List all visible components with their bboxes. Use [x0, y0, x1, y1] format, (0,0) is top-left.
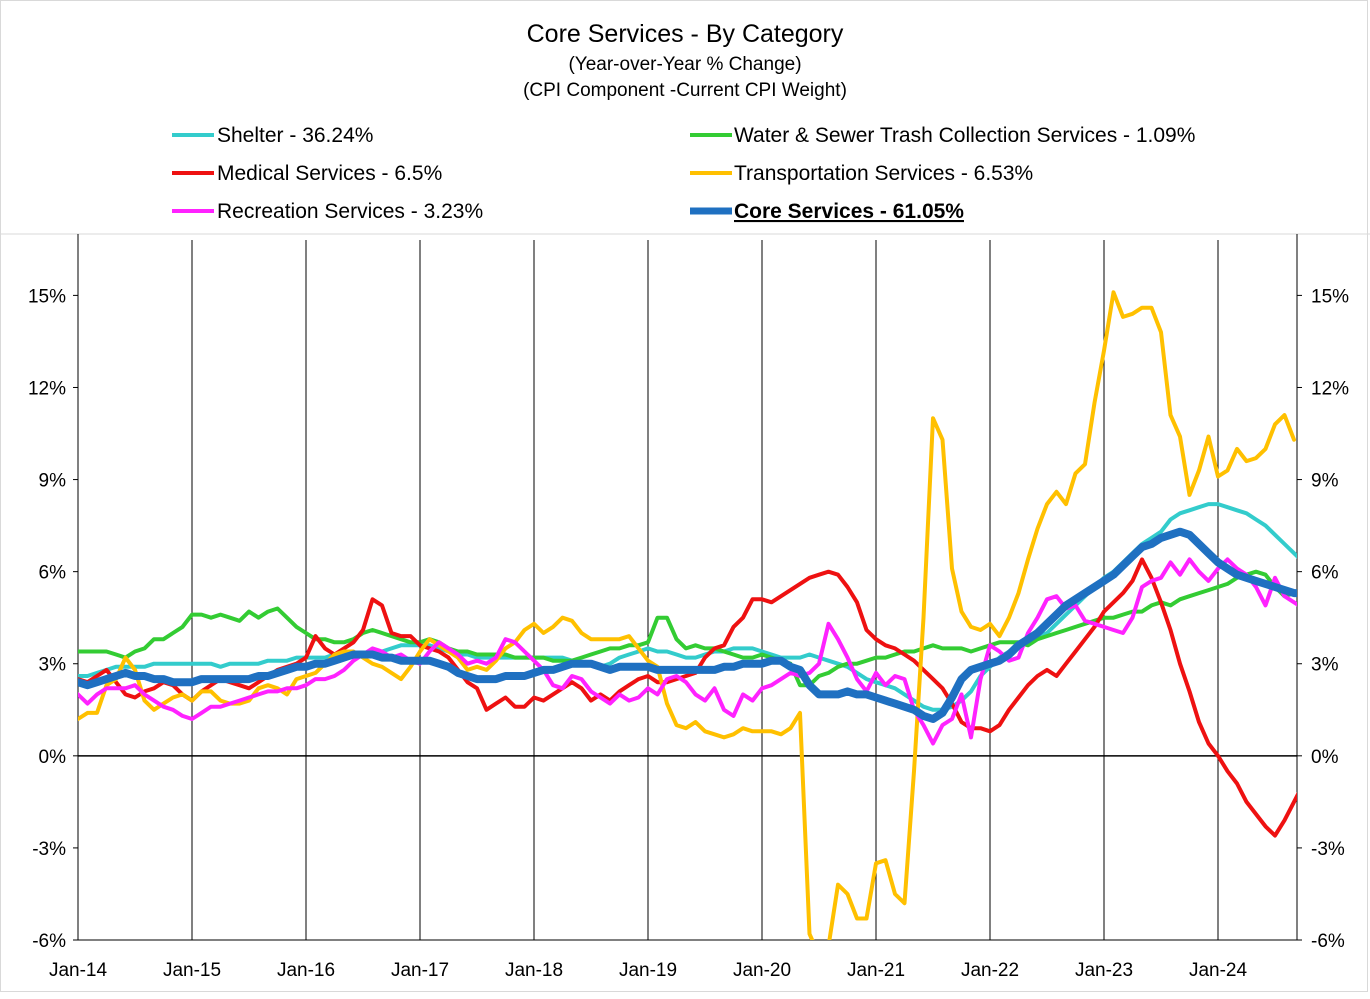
y-tick-label-left: 0%	[39, 747, 67, 768]
x-tick-label: Jan-19	[619, 960, 677, 981]
x-tick-label: Jan-18	[505, 960, 563, 981]
legend-item-medical: Medical Services - 6.5%	[172, 162, 442, 185]
y-tick-label-right: 3%	[1311, 655, 1339, 676]
legend-item-shelter: Shelter - 36.24%	[172, 124, 373, 147]
legend-label-shelter: Shelter - 36.24%	[217, 124, 373, 147]
legend-label-medical: Medical Services - 6.5%	[217, 162, 442, 185]
y-tick-label-right: -6%	[1311, 931, 1345, 952]
legend-item-transportation: Transportation Services - 6.53%	[690, 162, 1033, 185]
series-layer	[78, 290, 1297, 940]
legend-label-water-sewer: Water & Sewer Trash Collection Services …	[734, 124, 1195, 147]
y-tick-label-right: 0%	[1311, 747, 1339, 768]
chart-subtitle-2: (CPI Component -Current CPI Weight)	[523, 80, 847, 101]
legend-label-recreation: Recreation Services - 3.23%	[217, 200, 483, 223]
legend-item-water-sewer: Water & Sewer Trash Collection Services …	[690, 124, 1195, 147]
x-tick-label: Jan-22	[961, 960, 1019, 981]
y-tick-label-right: 12%	[1311, 378, 1349, 399]
chart-title: Core Services - By Category	[527, 20, 844, 48]
x-tick-label: Jan-16	[277, 960, 335, 981]
y-tick-label-left: 6%	[39, 563, 67, 584]
x-tick-label: Jan-21	[847, 960, 905, 981]
legend-item-recreation: Recreation Services - 3.23%	[172, 200, 483, 223]
legend-item-core-services: Core Services - 61.05%	[690, 200, 964, 223]
y-tick-label-right: 6%	[1311, 563, 1339, 584]
x-tick-label: Jan-23	[1075, 960, 1133, 981]
legend-label-core-services: Core Services - 61.05%	[734, 200, 964, 223]
legend: Shelter - 36.24% Medical Services - 6.5%…	[172, 124, 1195, 223]
x-tick-label: Jan-20	[733, 960, 791, 981]
y-tick-label-left: 12%	[28, 378, 66, 399]
y-tick-label-left: 3%	[39, 655, 67, 676]
x-tick-label: Jan-17	[391, 960, 449, 981]
series-line-5	[78, 527, 1297, 723]
y-ticks-left: -6% -3% 0% 3% 6% 9% 12% 15%	[28, 286, 78, 952]
y-tick-label-left: -6%	[32, 931, 66, 952]
series-line-1	[78, 569, 1297, 688]
y-tick-label-left: 9%	[39, 471, 67, 492]
y-tick-label-left: -3%	[32, 839, 66, 860]
y-tick-label-right: -3%	[1311, 839, 1345, 860]
legend-label-transportation: Transportation Services - 6.53%	[734, 162, 1033, 185]
x-tick-label: Jan-24	[1189, 960, 1248, 981]
series-line-4	[78, 557, 1297, 746]
x-tick-label: Jan-14	[49, 960, 108, 981]
x-tick-label: Jan-15	[163, 960, 221, 981]
y-tick-label-right: 15%	[1311, 286, 1349, 307]
chart-subtitle-1: (Year-over-Year % Change)	[568, 54, 801, 75]
y-tick-label-left: 15%	[28, 286, 66, 307]
y-ticks-right: -6% -3% 0% 3% 6% 9% 12% 15%	[1297, 286, 1349, 952]
y-tick-label-right: 9%	[1311, 471, 1339, 492]
